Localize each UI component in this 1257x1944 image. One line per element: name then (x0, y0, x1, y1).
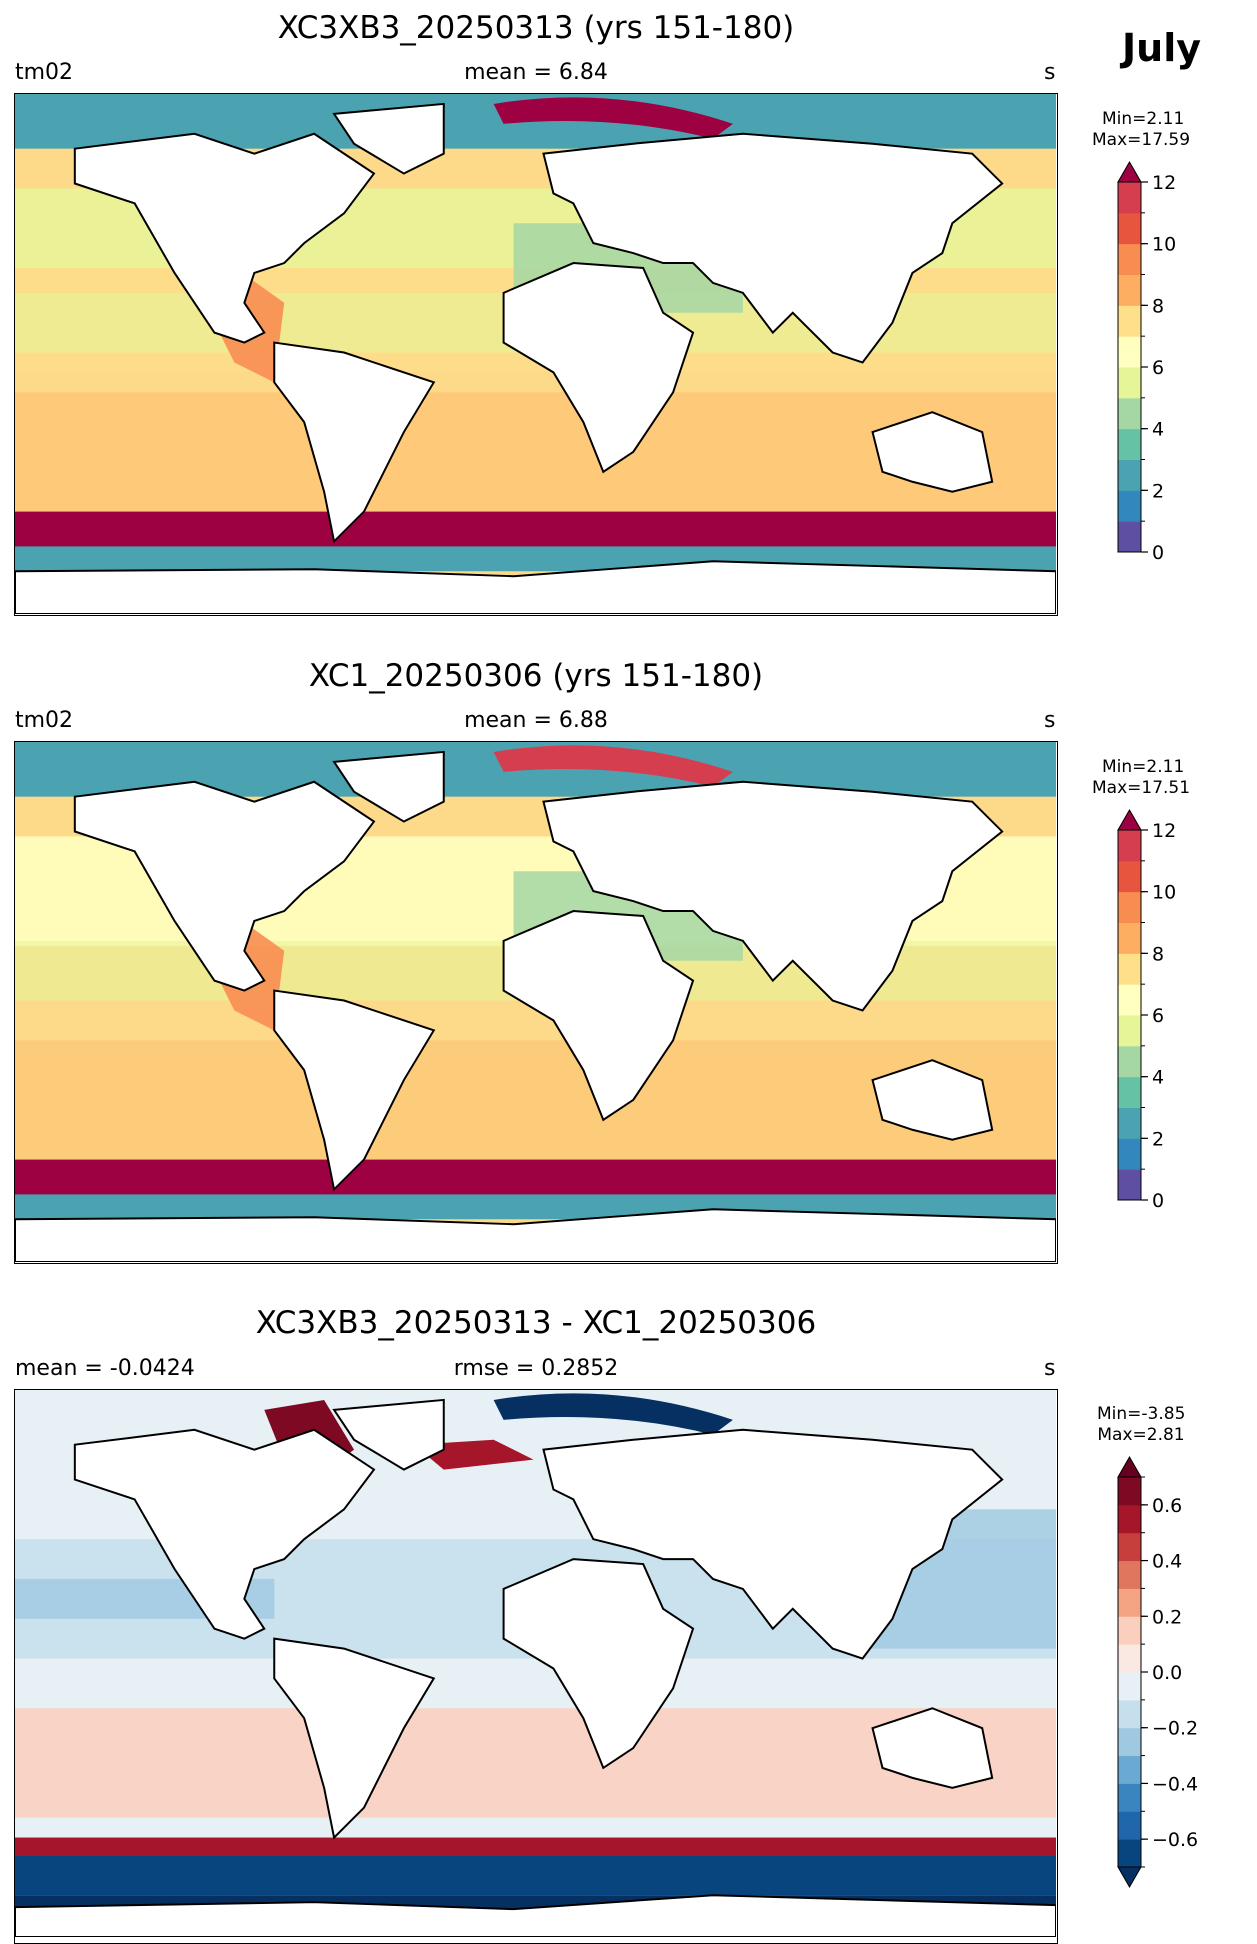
colorbar-segment (1118, 490, 1141, 522)
colorbar-segment (1118, 1477, 1141, 1506)
colorbar-extend-max (1117, 160, 1142, 183)
panel-3-colorbar: −0.6 −0.4 −0.2 0.0 0.2 0.4 0.6 (1110, 1455, 1257, 1895)
colorbar-segment (1118, 1672, 1141, 1701)
colorbar-tick-label: 0 (1152, 542, 1164, 564)
panel-3-mean-label: mean = -0.0424 (15, 1356, 195, 1381)
colorbar-segment (1118, 212, 1141, 245)
panel-3-title: XC3XB3_20250313 - XC1_20250306 (255, 1305, 817, 1341)
panel-1-units-label: s (1044, 60, 1056, 85)
colorbar-segment (1118, 1045, 1141, 1078)
colorbar-segment (1118, 1783, 1141, 1812)
colorbar-segment (1118, 305, 1141, 337)
colorbar-tick-label: 12 (1152, 172, 1176, 194)
colorbar-segment (1118, 1644, 1141, 1673)
colorbar-segment (1118, 984, 1141, 1016)
colorbar-tick-label: 0 (1152, 1190, 1164, 1212)
colorbar-tick-label: 6 (1152, 1005, 1164, 1027)
panel-1-map-svg (15, 94, 1057, 615)
colorbar-segment (1118, 182, 1141, 214)
colorbar-tick-label: 0.0 (1152, 1662, 1182, 1684)
panel-1-map (14, 93, 1058, 616)
colorbar-segment (1118, 1169, 1141, 1201)
colorbar-tick-label: 10 (1152, 234, 1176, 256)
colorbar-segment (1118, 521, 1141, 553)
panel-2-max-label: Max=17.51 (1092, 778, 1191, 798)
colorbar-segment (1118, 367, 1141, 399)
colorbar-tick-label: −0.4 (1152, 1773, 1198, 1795)
panel-2-colorbar: 0 2 4 6 8 10 12 (1110, 808, 1257, 1213)
colorbar-segment (1118, 891, 1141, 923)
colorbar-segment (1118, 336, 1141, 368)
colorbar-tick-label: 8 (1152, 295, 1164, 317)
colorbar-tick-label: 0.6 (1152, 1495, 1182, 1517)
colorbar-tick-label: −0.2 (1152, 1718, 1198, 1740)
panel-3-min-label: Min=-3.85 (1097, 1404, 1186, 1424)
panel-2-title: XC1_20250306 (yrs 151-180) (308, 658, 764, 694)
panel-1-variable-label: tm02 (15, 60, 74, 85)
colorbar-tick-label: 4 (1152, 1067, 1164, 1089)
colorbar-segment (1118, 953, 1141, 985)
colorbar-tick-label: 2 (1152, 1128, 1164, 1150)
panel-1-colorbar: 0 2 4 6 8 10 12 (1110, 160, 1257, 565)
panel-2-map-svg (15, 742, 1057, 1263)
panel-3-units-label: s (1044, 1356, 1056, 1381)
colorbar-segment (1118, 459, 1141, 491)
colorbar-segment (1118, 1076, 1141, 1108)
colorbar-extend-max (1117, 1455, 1142, 1478)
colorbar-extend-min (1117, 1866, 1142, 1889)
colorbar-segment (1118, 274, 1141, 306)
panel-3-map-svg (15, 1390, 1057, 1938)
colorbar-segment (1118, 1588, 1141, 1617)
panel-2-map (14, 741, 1058, 1264)
colorbar-segment (1118, 1755, 1141, 1784)
colorbar-segment (1118, 1699, 1141, 1729)
panel-3-map (14, 1389, 1058, 1944)
colorbar-segment (1118, 243, 1141, 275)
panel-1-mean-label: mean = 6.84 (464, 60, 608, 85)
colorbar-tick-label: 0.4 (1152, 1551, 1182, 1573)
colorbar-segment (1118, 1811, 1141, 1840)
colorbar-segment (1118, 1839, 1141, 1868)
colorbar-tick-label: −0.6 (1152, 1829, 1198, 1851)
colorbar-tick-label: 2 (1152, 480, 1164, 502)
colorbar-tick-label: 4 (1152, 419, 1164, 441)
panel-2-units-label: s (1044, 708, 1056, 733)
panel-1-title: XC3XB3_20250313 (yrs 151-180) (277, 10, 795, 46)
colorbar-segment (1118, 1560, 1141, 1589)
panel-3-max-label: Max=2.81 (1097, 1425, 1185, 1445)
panel-2-mean-label: mean = 6.88 (464, 708, 608, 733)
colorbar-segment (1118, 1015, 1141, 1047)
month-title: July (1122, 26, 1201, 70)
panel-3-rmse-label: rmse = 0.2852 (453, 1356, 619, 1381)
colorbar-tick-label: 12 (1152, 820, 1176, 842)
colorbar-segment (1118, 1504, 1141, 1534)
colorbar-segment (1118, 1138, 1141, 1170)
colorbar-segment (1118, 830, 1141, 862)
panel-2-variable-label: tm02 (15, 708, 74, 733)
colorbar-tick-label: 0.2 (1152, 1606, 1182, 1628)
panel-1-min-label: Min=2.11 (1102, 109, 1185, 129)
colorbar-tick-label: 8 (1152, 943, 1164, 965)
colorbar-tick-label: 6 (1152, 357, 1164, 379)
colorbar-segment (1118, 860, 1141, 893)
colorbar-segment (1118, 1727, 1141, 1757)
colorbar-tick-label: 10 (1152, 882, 1176, 904)
colorbar-segment (1118, 1107, 1141, 1139)
colorbar-segment (1118, 397, 1141, 430)
colorbar-segment (1118, 1616, 1141, 1645)
colorbar-extend-max (1117, 808, 1142, 831)
panel-1-max-label: Max=17.59 (1092, 130, 1191, 150)
colorbar-segment (1118, 1532, 1141, 1562)
colorbar-segment (1118, 922, 1141, 954)
colorbar-segment (1118, 428, 1141, 460)
panel-2-min-label: Min=2.11 (1102, 757, 1185, 777)
